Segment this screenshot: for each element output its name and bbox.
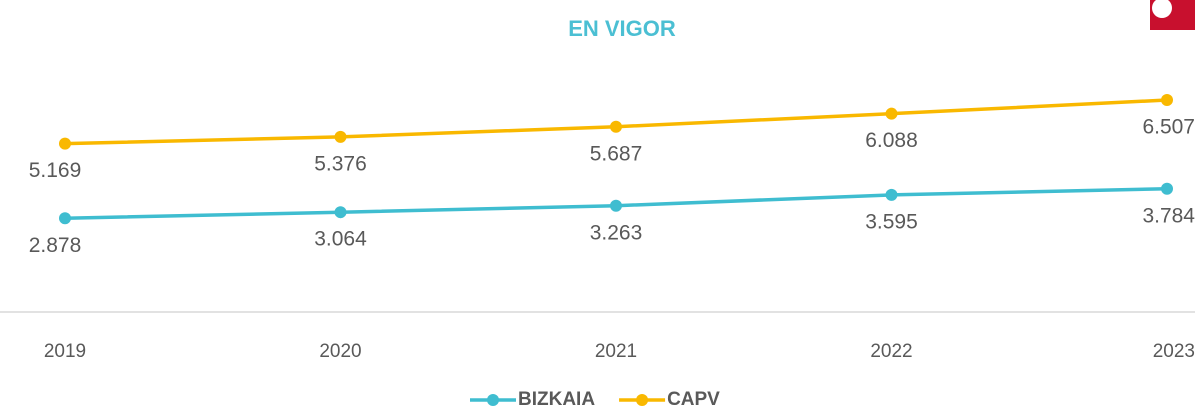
- data-label: 5.169: [29, 159, 82, 182]
- legend-label: CAPV: [667, 389, 720, 410]
- marker: [885, 188, 898, 201]
- x-tick-label: 2020: [319, 341, 361, 362]
- data-label: 6.507: [1142, 116, 1195, 139]
- chart-title: EN VIGOR: [568, 16, 676, 41]
- legend-marker: [487, 394, 499, 406]
- marker: [1161, 182, 1173, 195]
- legend-marker: [636, 394, 649, 406]
- marker: [334, 206, 347, 219]
- marker: [610, 199, 622, 212]
- data-label: 3.595: [865, 210, 918, 233]
- x-tick-label: 2023: [1153, 341, 1195, 362]
- x-tick-label: 2019: [44, 341, 86, 362]
- logo-mark: [1152, 0, 1172, 18]
- marker: [59, 212, 71, 225]
- data-label: 3.263: [590, 221, 643, 244]
- data-label: 3.784: [1142, 204, 1195, 227]
- marker: [334, 130, 347, 143]
- x-tick-label: 2021: [595, 341, 637, 362]
- data-label: 5.376: [314, 152, 367, 175]
- x-tick-label: 2022: [870, 341, 912, 362]
- marker: [59, 137, 71, 150]
- marker: [610, 120, 622, 133]
- data-label: 6.088: [865, 129, 918, 152]
- data-label: 5.687: [590, 142, 643, 165]
- data-label: 3.064: [314, 228, 367, 251]
- legend-label: BIZKAIA: [518, 389, 595, 410]
- marker: [885, 107, 898, 120]
- data-label: 2.878: [29, 234, 82, 257]
- marker: [1161, 94, 1173, 107]
